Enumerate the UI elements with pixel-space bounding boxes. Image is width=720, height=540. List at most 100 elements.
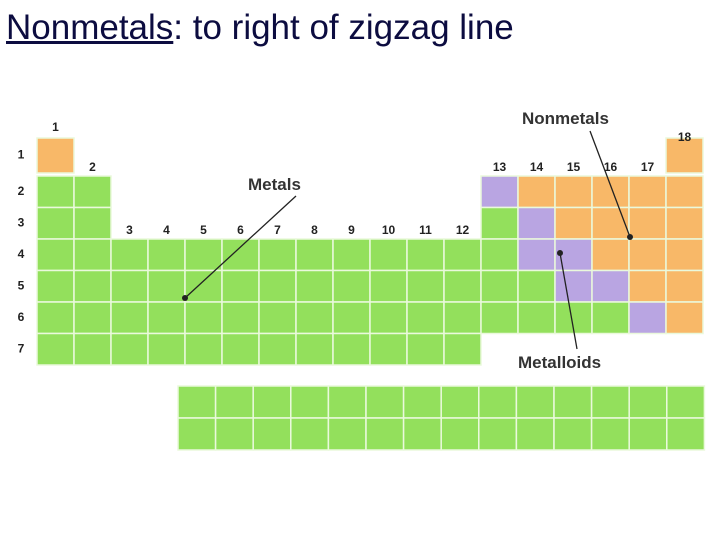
element-cell [332,238,371,272]
element-cell [369,269,408,303]
element-cell [440,385,480,419]
element-cell [480,269,519,303]
element-cell [36,301,75,335]
element-cell [73,301,112,335]
element-cell [73,269,112,303]
pointer [184,195,297,299]
group-number: 14 [530,160,544,174]
group-number: 6 [237,223,244,237]
element-cell [517,269,556,303]
element-cell [480,301,519,335]
element-cell [36,137,75,174]
element-cell [214,417,254,451]
element-cell [515,417,555,451]
element-cell [665,269,704,303]
element-cell [147,301,186,335]
element-cell [665,137,704,174]
element-cell [147,332,186,366]
element-cell [36,175,75,209]
element-cell [252,417,292,451]
element-cell [184,301,223,335]
period-number: 6 [18,310,25,324]
element-cell [665,175,704,209]
group-number: 16 [604,160,618,174]
group-number: 13 [493,160,507,174]
element-cell [478,417,518,451]
element-cell [406,332,445,366]
element-cell [628,175,667,209]
element-cell [258,332,297,366]
element-cell [36,332,75,366]
element-cell [553,417,593,451]
element-cell [665,206,704,240]
element-cell [177,385,217,419]
group-number: 7 [274,223,281,237]
element-cell [327,385,367,419]
element-cell [665,301,704,335]
title-term: Nonmetals [6,8,174,47]
element-cell [221,238,260,272]
element-cell [258,269,297,303]
element-cell [332,332,371,366]
group-number: 8 [311,223,318,237]
group-number: 5 [200,223,207,237]
element-cell [406,238,445,272]
element-cell [480,238,519,272]
group-number: 3 [126,223,133,237]
element-cell [110,332,149,366]
period-number: 5 [18,278,25,292]
element-cell [402,417,442,451]
element-cell [295,238,334,272]
element-cell [628,269,667,303]
element-cell [184,269,223,303]
nonmetals-label: Nonmetals [522,109,609,128]
element-cell [110,238,149,272]
element-cell [295,269,334,303]
element-cell [406,269,445,303]
group-number: 11 [419,223,432,237]
element-cell [406,301,445,335]
element-cell [332,301,371,335]
element-cell [36,269,75,303]
element-cell [73,175,112,209]
group-number: 10 [382,223,396,237]
element-cell [628,206,667,240]
element-cell [147,269,186,303]
pointer-dot [627,234,633,240]
element-cell [517,238,556,272]
period-number: 7 [18,341,25,355]
element-cell [590,385,630,419]
group-number: 2 [89,160,96,174]
element-cell [110,269,149,303]
element-cell [478,385,518,419]
metals-label: Metals [248,175,301,194]
element-cell [443,238,482,272]
group-number: 12 [456,223,470,237]
element-cell [591,269,630,303]
pointer [589,130,631,238]
element-cell [214,385,254,419]
title-rest: : to right of zigzag line [173,8,514,47]
element-cell [332,269,371,303]
element-cell [110,301,149,335]
pointer-dot [557,250,563,256]
element-cell [221,269,260,303]
element-cell [666,417,706,451]
group-number: 17 [641,160,655,174]
element-cell [402,385,442,419]
element-cell [440,417,480,451]
element-cell [365,385,405,419]
element-cell [221,332,260,366]
element-cell [590,417,630,451]
element-cell [628,238,667,272]
element-cell [628,385,668,419]
element-cell [515,385,555,419]
element-cell [443,269,482,303]
period-number: 3 [18,215,25,229]
element-cell [73,332,112,366]
element-cell [327,417,367,451]
element-cell [443,301,482,335]
period-number: 1 [18,148,25,162]
element-cell [369,301,408,335]
